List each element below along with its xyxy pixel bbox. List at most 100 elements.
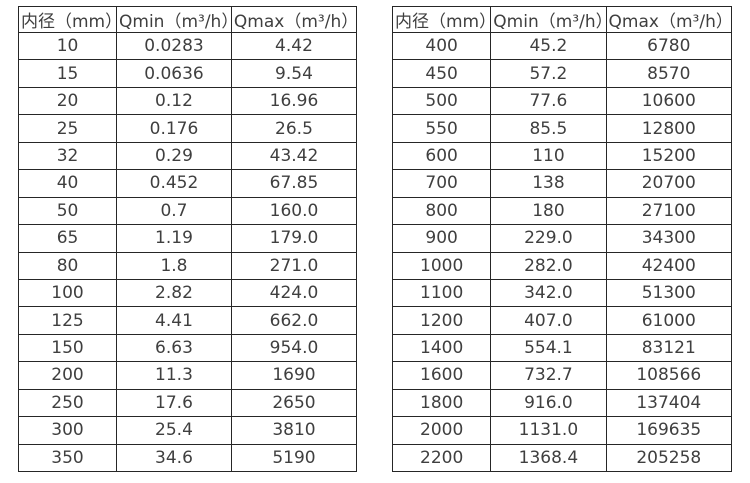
cell-diameter: 1100 bbox=[391, 278, 492, 308]
cell-qmax: 8570 bbox=[605, 59, 733, 88]
cell-qmax: 10600 bbox=[605, 86, 733, 116]
table-row: 200 11.3 1690 bbox=[17, 361, 358, 390]
cell-qmax: 2650 bbox=[230, 388, 358, 418]
cell-qmin: 554.1 bbox=[490, 333, 607, 363]
table-row: 400 45.2 6780 bbox=[391, 31, 733, 61]
cell-qmax: 16.96 bbox=[230, 86, 358, 116]
cell-qmin: 1.19 bbox=[116, 224, 232, 253]
table-row: 700 138 20700 bbox=[391, 169, 733, 198]
table-row: 1000 282.0 42400 bbox=[391, 251, 733, 280]
table-row: 15 0.0636 9.54 bbox=[17, 59, 358, 88]
cell-qmax: 51300 bbox=[605, 278, 733, 308]
cell-qmin: 0.29 bbox=[116, 141, 232, 171]
cell-qmin: 6.63 bbox=[116, 333, 232, 363]
cell-qmax: 271.0 bbox=[230, 251, 358, 280]
cell-qmin: 180 bbox=[490, 196, 607, 226]
cell-qmin: 2.82 bbox=[116, 278, 232, 308]
cell-diameter: 50 bbox=[17, 196, 118, 226]
cell-qmin: 0.12 bbox=[116, 86, 232, 116]
cell-diameter: 20 bbox=[17, 86, 118, 116]
cell-qmax: 20700 bbox=[605, 169, 733, 198]
cell-diameter: 350 bbox=[17, 443, 118, 473]
cell-qmax: 954.0 bbox=[230, 333, 358, 363]
cell-qmin: 0.7 bbox=[116, 196, 232, 226]
table-row: 900 229.0 34300 bbox=[391, 224, 733, 253]
cell-qmax: 5190 bbox=[230, 443, 358, 473]
table-row: 500 77.6 10600 bbox=[391, 86, 733, 116]
header-cell-qmin: Qmin（m³/h） bbox=[490, 6, 607, 33]
cell-qmin: 732.7 bbox=[490, 361, 607, 390]
cell-diameter: 150 bbox=[17, 333, 118, 363]
cell-diameter: 25 bbox=[17, 114, 118, 143]
cell-diameter: 1000 bbox=[391, 251, 492, 280]
cell-qmax: 34300 bbox=[605, 224, 733, 253]
cell-qmax: 83121 bbox=[605, 333, 733, 363]
cell-qmin: 0.0636 bbox=[116, 59, 232, 88]
cell-qmax: 42400 bbox=[605, 251, 733, 280]
cell-qmax: 4.42 bbox=[230, 31, 358, 61]
cell-qmax: 3810 bbox=[230, 416, 358, 445]
table-row: 125 4.41 662.0 bbox=[17, 306, 358, 335]
cell-diameter: 125 bbox=[17, 306, 118, 335]
header-cell-qmax: Qmax（m³/h） bbox=[230, 6, 358, 33]
cell-diameter: 400 bbox=[391, 31, 492, 61]
cell-qmax: 137404 bbox=[605, 388, 733, 418]
cell-qmin: 0.0283 bbox=[116, 31, 232, 61]
cell-diameter: 1200 bbox=[391, 306, 492, 335]
cell-qmax: 205258 bbox=[605, 443, 733, 473]
header-row: 内径（mm） Qmin（m³/h） Qmax（m³/h） bbox=[391, 6, 733, 33]
cell-diameter: 550 bbox=[391, 114, 492, 143]
table-row: 40 0.452 67.85 bbox=[17, 169, 358, 198]
cell-diameter: 450 bbox=[391, 59, 492, 88]
table-row: 1400 554.1 83121 bbox=[391, 333, 733, 363]
cell-qmin: 916.0 bbox=[490, 388, 607, 418]
cell-qmin: 57.2 bbox=[490, 59, 607, 88]
header-cell-diameter: 内径（mm） bbox=[17, 6, 118, 33]
cell-diameter: 10 bbox=[17, 31, 118, 61]
cell-qmax: 160.0 bbox=[230, 196, 358, 226]
cell-diameter: 300 bbox=[17, 416, 118, 445]
cell-qmin: 17.6 bbox=[116, 388, 232, 418]
table-row: 20 0.12 16.96 bbox=[17, 86, 358, 116]
table-row: 450 57.2 8570 bbox=[391, 59, 733, 88]
cell-qmax: 6780 bbox=[605, 31, 733, 61]
table-row: 50 0.7 160.0 bbox=[17, 196, 358, 226]
header-cell-qmin: Qmin（m³/h） bbox=[116, 6, 232, 33]
cell-diameter: 200 bbox=[17, 361, 118, 390]
cell-qmin: 4.41 bbox=[116, 306, 232, 335]
cell-diameter: 65 bbox=[17, 224, 118, 253]
cell-qmin: 110 bbox=[490, 141, 607, 171]
cell-qmin: 1.8 bbox=[116, 251, 232, 280]
table-row: 250 17.6 2650 bbox=[17, 388, 358, 418]
cell-diameter: 80 bbox=[17, 251, 118, 280]
flow-table-small-diameters: 内径（mm） Qmin（m³/h） Qmax（m³/h） 10 0.0283 4.42 15… bbox=[17, 6, 358, 473]
cell-diameter: 100 bbox=[17, 278, 118, 308]
cell-diameter: 800 bbox=[391, 196, 492, 226]
header-row: 内径（mm） Qmin（m³/h） Qmax（m³/h） bbox=[17, 6, 358, 33]
cell-diameter: 500 bbox=[391, 86, 492, 116]
cell-diameter: 900 bbox=[391, 224, 492, 253]
cell-diameter: 1600 bbox=[391, 361, 492, 390]
table-row: 1200 407.0 61000 bbox=[391, 306, 733, 335]
table-row: 10 0.0283 4.42 bbox=[17, 31, 358, 61]
cell-diameter: 15 bbox=[17, 59, 118, 88]
header-cell-diameter: 内径（mm） bbox=[391, 6, 492, 33]
cell-qmax: 43.42 bbox=[230, 141, 358, 171]
table-row: 25 0.176 26.5 bbox=[17, 114, 358, 143]
cell-qmax: 67.85 bbox=[230, 169, 358, 198]
cell-qmin: 1131.0 bbox=[490, 416, 607, 445]
cell-qmin: 138 bbox=[490, 169, 607, 198]
cell-diameter: 32 bbox=[17, 141, 118, 171]
cell-qmin: 282.0 bbox=[490, 251, 607, 280]
table-row: 65 1.19 179.0 bbox=[17, 224, 358, 253]
cell-qmin: 11.3 bbox=[116, 361, 232, 390]
cell-diameter: 40 bbox=[17, 169, 118, 198]
flow-table-large-diameters: 内径（mm） Qmin（m³/h） Qmax（m³/h） 400 45.2 6780 450… bbox=[391, 6, 733, 473]
table-row: 800 180 27100 bbox=[391, 196, 733, 226]
cell-qmax: 27100 bbox=[605, 196, 733, 226]
cell-qmax: 169635 bbox=[605, 416, 733, 445]
cell-diameter: 1400 bbox=[391, 333, 492, 363]
table-row: 100 2.82 424.0 bbox=[17, 278, 358, 308]
table-row: 32 0.29 43.42 bbox=[17, 141, 358, 171]
